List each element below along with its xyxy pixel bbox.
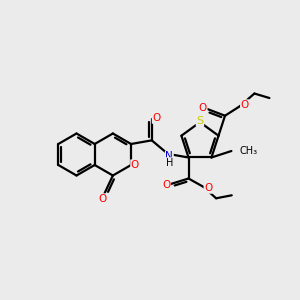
Text: O: O bbox=[199, 103, 207, 113]
Text: O: O bbox=[99, 194, 107, 204]
Text: O: O bbox=[131, 160, 139, 170]
Text: N: N bbox=[166, 151, 173, 161]
Text: CH₃: CH₃ bbox=[240, 146, 258, 156]
Text: H: H bbox=[166, 158, 173, 168]
Text: S: S bbox=[196, 116, 203, 126]
Text: O: O bbox=[162, 180, 170, 190]
Text: O: O bbox=[204, 183, 212, 193]
Text: O: O bbox=[152, 113, 161, 123]
Text: O: O bbox=[241, 100, 249, 110]
